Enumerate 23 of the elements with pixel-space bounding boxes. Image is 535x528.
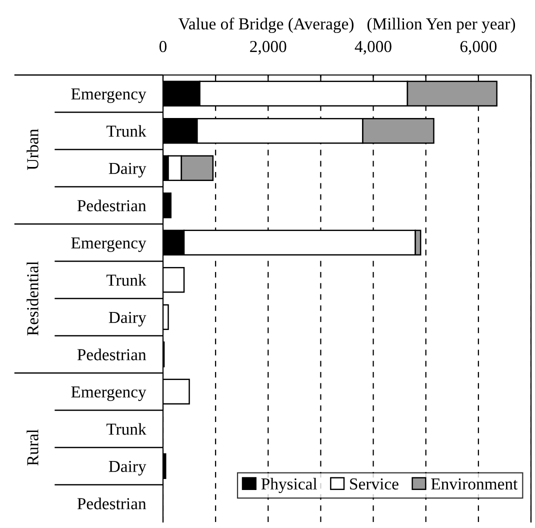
y-tick-label: Trunk	[106, 274, 146, 286]
text: Residential	[26, 261, 38, 336]
y-tick-label: Pedestrian	[77, 348, 146, 360]
x-tick-label: 4,000	[354, 40, 392, 55]
x-tick-label: 2,000	[250, 40, 286, 55]
y-tick-label: Dairy	[108, 312, 146, 326]
text: Urban	[26, 128, 38, 170]
legend-label: Service	[350, 478, 398, 490]
y-tick-label: Emergency	[71, 237, 146, 252]
y-tick-label: Dairy	[108, 162, 146, 178]
y-tick-label: Pedestrian	[77, 498, 146, 510]
y-tick-label: Trunk	[106, 423, 146, 435]
y-tick-label: Trunk	[106, 125, 146, 137]
y-tick-label: Emergency	[71, 88, 146, 103]
y-tick-label: Dairy	[108, 460, 146, 476]
legend-label: Physical	[261, 478, 318, 494]
y-tick-label: Pedestrian	[77, 200, 146, 212]
legend-label: Environment	[431, 478, 518, 490]
text: Rural	[26, 429, 38, 466]
x-axis-title: Value of Bridge (Average) (Million Yen per year)	[178, 18, 516, 33]
x-tick-label: 0	[159, 40, 167, 52]
y-tick-label: Emergency	[71, 386, 146, 401]
x-tick-label: 6,000	[460, 40, 497, 55]
